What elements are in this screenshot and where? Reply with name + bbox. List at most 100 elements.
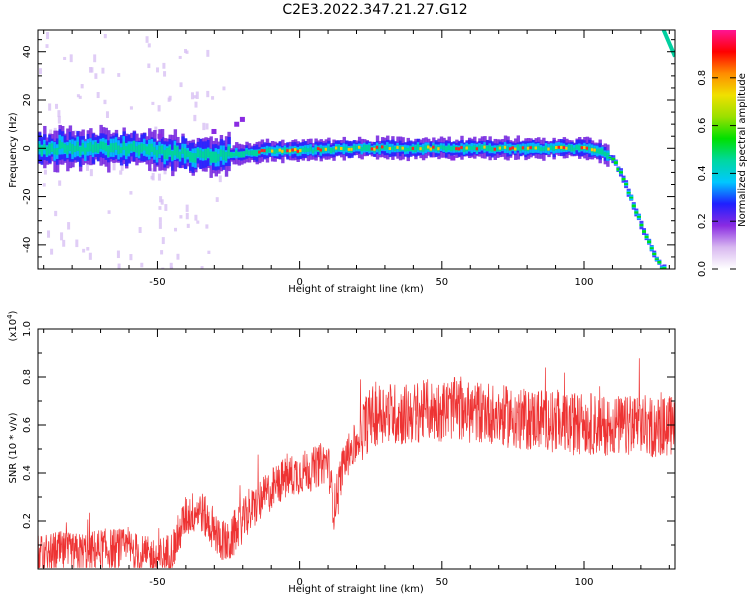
y-tick-label: 0.2 <box>22 513 33 529</box>
noise-speckle <box>147 43 151 48</box>
snr-y-label: SNR (10 * v/v) <box>8 412 19 483</box>
ridge-cell <box>130 143 134 151</box>
noise-speckle <box>205 123 209 130</box>
spectrogram-panel: -50 0 50 100 -40 -20 0 20 40 Height of straight… <box>8 29 676 295</box>
noise-speckle <box>89 169 93 177</box>
noise-speckle <box>159 196 163 203</box>
noise-speckle <box>45 44 49 48</box>
ridge-cell <box>329 147 334 154</box>
noise-speckle <box>160 199 164 205</box>
ridge-peak <box>593 148 597 152</box>
snr-y-axis: 0.2 0.4 0.6 0.8 1.0 <box>22 321 675 546</box>
ridge-cell <box>421 146 426 152</box>
ridge-cell <box>158 145 162 155</box>
noise-speckle <box>67 222 71 230</box>
ridge-cell <box>662 267 667 269</box>
ridge-cell <box>450 146 454 152</box>
noise-speckle <box>184 48 188 53</box>
spectrogram-x-axis: -50 0 50 100 <box>43 30 670 288</box>
ridge-cell <box>544 145 549 151</box>
colorbar-tick-label: 0.0 <box>697 261 708 277</box>
ridge-cell <box>409 146 413 152</box>
ridge-peak <box>493 147 497 151</box>
x-tick-label: 100 <box>574 277 593 288</box>
noise-speckle <box>145 36 149 43</box>
x-tick-label: 50 <box>435 277 448 288</box>
x-tick-label: -50 <box>149 277 165 288</box>
ridge-peak <box>347 147 351 151</box>
spectrogram-y-axis: -40 -20 0 20 40 <box>22 39 675 270</box>
ridge-cell <box>355 145 359 150</box>
ridge-peak <box>419 147 423 151</box>
ridge-cell <box>94 141 98 153</box>
noise-speckle <box>86 247 90 251</box>
noise-speckle <box>94 73 98 79</box>
ridge-cell <box>639 223 644 227</box>
noise-speckle <box>185 212 189 220</box>
ridge-cell <box>570 145 574 152</box>
snr-x-label: Height of straight line (km) <box>288 584 424 595</box>
ridge-peak <box>293 148 297 152</box>
ridge-cell <box>447 145 451 151</box>
noise-speckle <box>178 55 182 59</box>
x-tick-label: -50 <box>149 577 165 588</box>
ridge-cell <box>196 148 201 158</box>
ridge-cell <box>104 142 108 152</box>
noise-speckle <box>158 206 162 210</box>
ridge-cell <box>235 150 239 157</box>
ridge-cell <box>142 144 147 151</box>
ridge-cell <box>613 161 618 165</box>
ridge-cell <box>595 148 600 154</box>
noise-speckle <box>50 248 54 255</box>
colorbar-tick-label: 0.8 <box>697 70 708 86</box>
ridge-cell <box>206 148 211 158</box>
noise-speckle <box>129 191 133 195</box>
ridge-cell <box>150 143 155 153</box>
ridge-cell <box>155 149 160 158</box>
ridge-peak <box>585 146 589 150</box>
ridge-cell <box>485 145 490 152</box>
noise-speckle <box>168 95 172 101</box>
ridge-cell <box>467 145 472 151</box>
ridge-cell <box>626 191 631 194</box>
noise-speckle <box>202 122 206 131</box>
ridge-cell <box>45 146 50 156</box>
ridge-cell <box>531 145 536 150</box>
ridge-cell <box>578 145 582 151</box>
noise-speckle <box>161 267 165 269</box>
ridge-peak <box>260 148 264 152</box>
ridge-cell <box>194 153 198 163</box>
ridge-cell <box>478 145 482 150</box>
noise-speckle <box>62 239 66 247</box>
ridge-cell <box>112 143 116 153</box>
noise-speckle <box>75 239 79 248</box>
ridge-cell <box>201 151 206 159</box>
noise-speckle <box>96 92 100 99</box>
ridge-cell <box>212 151 216 163</box>
ridge-cell <box>624 183 629 186</box>
ridge-peak <box>557 145 561 149</box>
noise-speckle <box>140 262 144 268</box>
ridge-cell <box>386 145 390 150</box>
noise-speckle <box>185 204 189 212</box>
noise-speckle <box>80 84 84 89</box>
ridge-cell <box>53 148 57 155</box>
ridge-peak <box>299 149 303 153</box>
ridge-cell <box>616 167 621 171</box>
colorbar-tick-label: 0.6 <box>697 118 708 134</box>
ridge-cell <box>491 147 495 152</box>
ridge-peak <box>503 145 507 149</box>
ridge-peak <box>455 147 459 151</box>
ridge-cell <box>127 144 131 154</box>
ridge-cell <box>224 151 229 161</box>
ridge-cell <box>524 147 528 151</box>
colorbar: 0.0 0.2 0.4 0.6 0.8 Normalized spectral ampl… <box>697 30 748 277</box>
noise-speckle <box>147 63 151 69</box>
ridge-cell <box>618 171 623 174</box>
noise-speckle <box>117 263 121 268</box>
colorbar-gradient <box>712 30 736 269</box>
ridge-peak <box>465 146 469 150</box>
ridge-cell <box>61 142 65 149</box>
noise-speckle <box>138 227 142 233</box>
noise-speckle <box>206 90 210 98</box>
